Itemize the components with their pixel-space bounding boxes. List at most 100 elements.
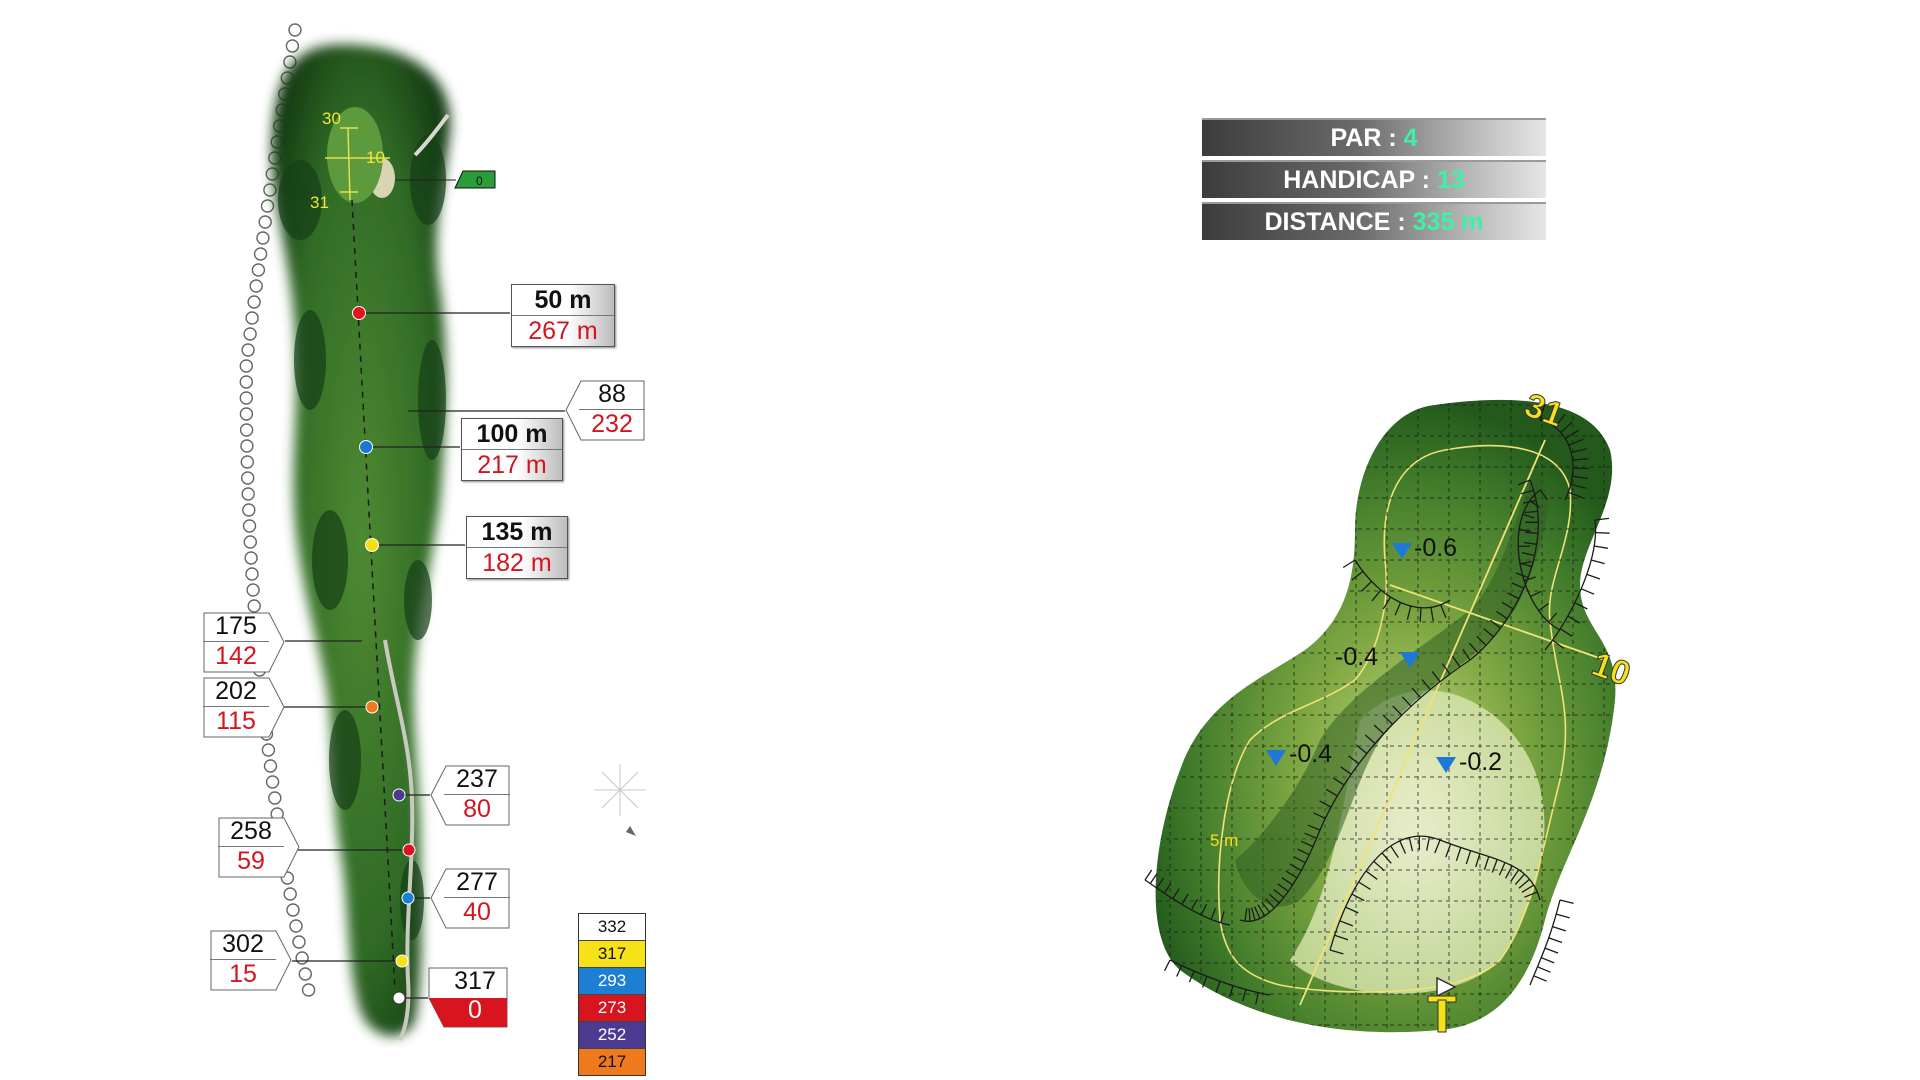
tee-legend: 332 317 293 273 252 217 xyxy=(578,913,646,1076)
tag-top: 202 xyxy=(203,677,269,707)
tag-bottom: 0 xyxy=(468,996,482,1024)
tee-dot-purple xyxy=(392,788,406,802)
side-tag-302: 302 15 xyxy=(210,930,292,991)
tee-legend-row: 317 xyxy=(579,941,645,968)
slope-value: -0.2 xyxy=(1459,748,1503,776)
par-label: PAR : xyxy=(1330,124,1397,152)
slope-value: -0.6 xyxy=(1414,534,1458,562)
distance-label: DISTANCE : xyxy=(1264,208,1406,236)
out-of-bounds-stake xyxy=(239,391,254,405)
tree-patches xyxy=(278,135,446,940)
out-of-bounds-stake xyxy=(247,599,261,613)
out-of-bounds-stake xyxy=(251,263,266,277)
side-tag-237: 237 80 xyxy=(430,765,510,826)
out-of-bounds-stake xyxy=(258,215,272,229)
out-of-bounds-stake xyxy=(261,743,276,757)
out-of-bounds-stake xyxy=(244,551,258,565)
out-of-bounds-stake xyxy=(239,375,254,389)
out-of-bounds-stake xyxy=(242,503,256,517)
tag-bottom: 115 xyxy=(216,707,256,735)
tag-top: 258 xyxy=(218,817,284,847)
marker-label-remaining: 217 m xyxy=(477,451,547,479)
tee-legend-row: 293 xyxy=(579,968,645,995)
slope-arrow-icon xyxy=(1436,757,1456,773)
handicap-row: HANDICAP : 13 xyxy=(1202,160,1546,198)
out-of-bounds-stake xyxy=(295,951,309,965)
tag-top: 88 xyxy=(579,380,645,410)
tee-legend-row: 273 xyxy=(579,995,645,1022)
out-of-bounds-stake xyxy=(245,567,259,581)
marker-dot-135 xyxy=(365,538,379,552)
tag-bottom: 142 xyxy=(215,642,257,670)
out-of-bounds-stake xyxy=(243,327,257,341)
marker-dot-50 xyxy=(352,306,366,320)
tag-top: 175 xyxy=(203,612,269,642)
out-of-bounds-stake xyxy=(260,199,275,213)
slope-arrow-icon xyxy=(1266,750,1286,766)
out-of-bounds-stake xyxy=(288,23,302,37)
out-of-bounds-stake xyxy=(240,439,254,453)
out-of-bounds-stake xyxy=(240,455,255,469)
marker-label-50: 50 m 267 m xyxy=(511,284,615,347)
side-tag-277: 277 40 xyxy=(430,868,510,929)
cart-path xyxy=(383,639,415,1041)
out-of-bounds-stake xyxy=(263,759,278,773)
out-of-bounds-stake xyxy=(280,871,295,885)
out-of-bounds-stake xyxy=(265,775,280,789)
green-label-back: 30 xyxy=(322,109,341,128)
tag-top: 302 xyxy=(210,930,276,960)
side-tag-88: 88 232 xyxy=(565,380,645,441)
hole-fairway xyxy=(271,44,451,1037)
compass-icon xyxy=(594,764,646,836)
out-of-bounds-stake xyxy=(241,343,255,357)
marker-label-100: 100 m 217 m xyxy=(461,418,563,481)
slope-value: -0.4 xyxy=(1289,740,1333,768)
green-label-right: 10 xyxy=(366,148,385,167)
leader-lines xyxy=(280,312,565,999)
slope-arrow-icon xyxy=(1400,652,1420,668)
out-of-bounds-stake xyxy=(263,183,277,197)
out-of-bounds-stake xyxy=(249,279,263,293)
par-row: PAR : 4 xyxy=(1202,118,1546,156)
marker-label-135: 135 m 182 m xyxy=(466,516,568,579)
tag-bottom: 232 xyxy=(591,410,633,438)
distance-row: DISTANCE : 335 m xyxy=(1202,202,1546,240)
cart-path-top xyxy=(413,113,450,157)
tee-dot-blue xyxy=(401,891,415,905)
tag-top: 317 xyxy=(454,967,496,995)
out-of-bounds-stake xyxy=(240,471,255,485)
side-tag-202: 202 115 xyxy=(203,677,285,738)
flag-label: 0 xyxy=(476,174,483,188)
out-of-bounds-stake xyxy=(245,311,259,325)
tag-bottom: 80 xyxy=(463,795,491,823)
out-of-bounds-stake xyxy=(247,295,261,309)
marker-dot-100 xyxy=(359,440,373,454)
out-of-bounds-stake xyxy=(239,407,254,421)
tag-bottom: 59 xyxy=(237,847,265,875)
distance-value: 335 m xyxy=(1412,208,1484,236)
tag-bottom: 15 xyxy=(229,960,257,988)
out-of-bounds-stake xyxy=(239,423,254,437)
marker-label-distance: 135 m xyxy=(467,517,567,548)
tee-dot-orange xyxy=(365,700,379,714)
handicap-label: HANDICAP : xyxy=(1283,166,1430,194)
slope-arrow-icon xyxy=(1392,543,1412,559)
out-of-bounds-stake xyxy=(289,919,303,933)
green-small xyxy=(327,107,383,203)
tag-top: 237 xyxy=(444,765,510,795)
par-value: 4 xyxy=(1403,124,1418,152)
tee-dot-white xyxy=(392,991,406,1005)
marker-label-distance: 50 m xyxy=(512,285,614,316)
out-of-bounds-stake xyxy=(285,39,300,53)
out-of-bounds-stake xyxy=(239,359,254,373)
out-of-bounds-stake xyxy=(292,935,306,949)
side-tag-258: 258 59 xyxy=(218,817,300,878)
marker-label-remaining: 182 m xyxy=(482,549,552,577)
side-tag-317: 317 0 xyxy=(428,967,508,1028)
out-of-bounds-stake xyxy=(256,231,270,245)
out-of-bounds-stake xyxy=(241,487,255,501)
green-label-front: 31 xyxy=(310,193,329,212)
green-measure-lines xyxy=(325,127,390,201)
out-of-bounds-stake xyxy=(286,903,300,917)
out-of-bounds-stake xyxy=(242,519,257,533)
